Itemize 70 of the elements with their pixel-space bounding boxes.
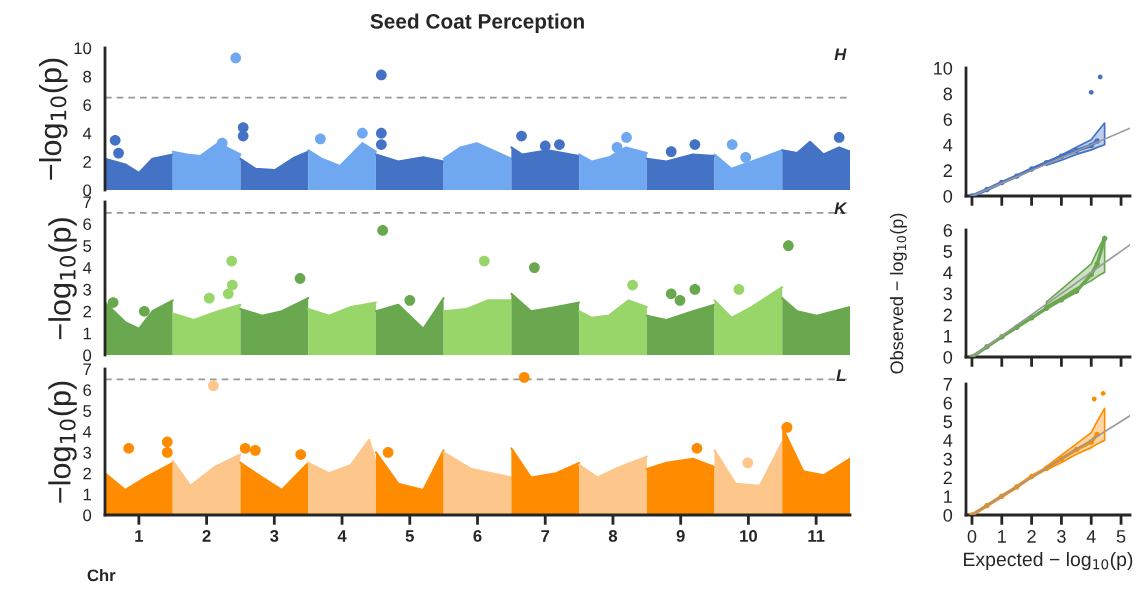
y-tick-label: 7 [83, 196, 91, 209]
y-tick-label: 5 [943, 415, 953, 429]
y-tick-label: 8 [943, 87, 953, 101]
y-tick-label: 4 [82, 262, 92, 274]
y-axis-title: Observed − log$_{10}$(p) [889, 213, 907, 374]
y-tick-label: 1 [944, 329, 952, 343]
x-tick-label: 5 [1116, 530, 1126, 543]
x-tick-label: 8 [608, 530, 618, 542]
y-axis-title: −log$_{10}$(p) [48, 381, 77, 503]
y-tick-label: 2 [943, 308, 952, 322]
y-tick-label: 1 [944, 490, 952, 503]
y-tick-label: 2 [943, 471, 952, 485]
x-tick-label: 9 [676, 530, 685, 542]
x-tick-label: 6 [473, 530, 482, 542]
x-tick-label: 2 [1027, 530, 1036, 543]
y-tick-label: 0 [943, 350, 953, 364]
y-tick-label: 2 [943, 164, 952, 177]
y-tick-label: 1 [83, 327, 91, 340]
y-tick-label: 4 [943, 266, 953, 279]
y-tick-label: 6 [943, 396, 953, 410]
x-tick-label: 2 [202, 530, 211, 542]
y-axis-title: −log$_{10}$(p) [48, 218, 77, 340]
annotation: L [836, 369, 846, 382]
annotation: K [834, 202, 848, 215]
y-tick-label: 3 [83, 446, 92, 459]
x-axis-title: Chr [87, 569, 116, 582]
y-tick-label: 0 [943, 189, 953, 203]
x-tick-label: 1 [998, 530, 1006, 543]
y-tick-label: 0 [83, 509, 92, 522]
y-tick-label: 0 [83, 184, 92, 197]
x-tick-label: 1 [135, 530, 144, 542]
y-axis-title: −log$_{10}$(p) [38, 58, 68, 180]
y-tick-label: 3 [943, 452, 953, 466]
annotation: H [834, 48, 847, 61]
y-tick-label: 6 [83, 384, 92, 397]
y-tick-label: 0 [83, 349, 92, 362]
x-tick-label: 5 [405, 530, 414, 542]
x-tick-label: 3 [1057, 530, 1066, 543]
y-tick-label: 2 [83, 305, 91, 318]
y-tick-label: 10 [74, 42, 92, 55]
y-tick-label: 1 [83, 488, 91, 501]
x-tick-label: 4 [337, 530, 347, 542]
y-tick-label: 6 [83, 218, 92, 231]
x-tick-label: 7 [541, 530, 550, 542]
y-tick-label: 4 [943, 434, 953, 447]
y-tick-label: 0 [943, 508, 953, 522]
y-tick-label: 3 [83, 283, 92, 296]
y-tick-label: 6 [83, 99, 92, 111]
y-tick-label: 6 [943, 223, 953, 237]
y-tick-label: 8 [83, 70, 92, 83]
y-tick-label: 4 [943, 138, 953, 152]
x-tick-label: 11 [808, 530, 825, 542]
x-axis-title: Expected − log$_{10}$(p) [964, 551, 1133, 571]
y-tick-label: 4 [82, 426, 92, 438]
y-tick-label: 5 [83, 240, 92, 252]
y-tick-label: 7 [83, 363, 91, 376]
y-tick-label: 6 [943, 113, 953, 126]
chart-title: Seed Coat Perception [370, 13, 584, 33]
y-tick-label: 2 [83, 467, 91, 480]
y-tick-label: 5 [943, 245, 953, 258]
y-tick-label: 7 [943, 378, 952, 391]
x-tick-label: 0 [967, 530, 977, 543]
y-tick-label: 2 [83, 156, 91, 168]
y-tick-label: 10 [934, 61, 953, 75]
y-tick-label: 4 [82, 127, 92, 140]
x-tick-label: 10 [740, 530, 757, 542]
y-tick-label: 3 [943, 287, 953, 301]
y-tick-label: 5 [83, 405, 92, 417]
x-tick-label: 3 [270, 530, 279, 542]
x-tick-label: 4 [1086, 530, 1096, 543]
